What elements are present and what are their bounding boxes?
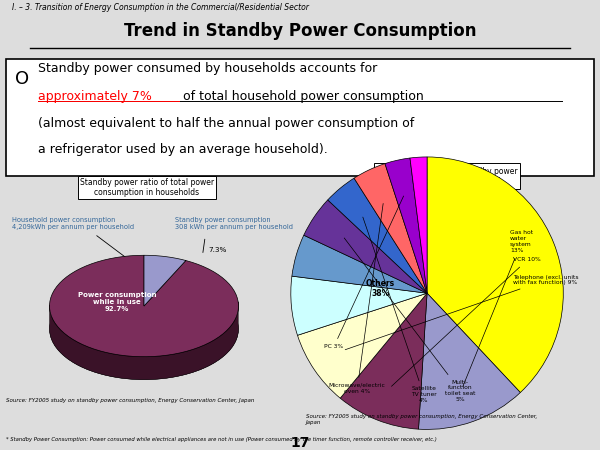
Text: Microwave/electric
oven 4%: Microwave/electric oven 4% xyxy=(329,203,386,394)
Text: a refrigerator used by an average household).: a refrigerator used by an average househ… xyxy=(38,143,328,156)
Text: Source: FY2005 study on standby power consumption, Energy Conservation Center,
J: Source: FY2005 study on standby power co… xyxy=(306,414,537,425)
Text: Multi-
function
toilet seat
5%: Multi- function toilet seat 5% xyxy=(344,238,476,402)
Text: VCR 10%: VCR 10% xyxy=(391,257,541,386)
Text: O: O xyxy=(15,70,29,88)
Wedge shape xyxy=(427,157,563,392)
Text: Telephone (excl. units
with fax function) 9%: Telephone (excl. units with fax function… xyxy=(345,274,579,350)
Text: Standby power consumed by households accounts for: Standby power consumed by households acc… xyxy=(38,62,377,75)
Text: Power consumption
while in use
92.7%: Power consumption while in use 92.7% xyxy=(78,292,156,312)
Polygon shape xyxy=(50,255,238,357)
Text: 17: 17 xyxy=(290,436,310,450)
Text: Standby power ratio of total power
consumption in households: Standby power ratio of total power consu… xyxy=(80,178,214,197)
Text: Cooling/heating air-
conditioners 7%: Cooling/heating air- conditioners 7% xyxy=(0,449,1,450)
Wedge shape xyxy=(304,200,427,293)
Text: * Standby Power Consumption: Power consumed while electrical appliances are not : * Standby Power Consumption: Power consu… xyxy=(6,436,437,441)
Text: Breakdown of annual standby power
consumption per household: Breakdown of annual standby power consum… xyxy=(377,166,517,186)
Ellipse shape xyxy=(49,278,239,380)
Polygon shape xyxy=(50,302,238,380)
Wedge shape xyxy=(292,235,427,293)
Polygon shape xyxy=(144,255,186,306)
Wedge shape xyxy=(340,293,427,429)
Text: of total household power consumption: of total household power consumption xyxy=(179,90,424,103)
Wedge shape xyxy=(328,178,427,293)
Text: Others
38%: Others 38% xyxy=(366,279,395,298)
Text: Gas hot
water
system
13%: Gas hot water system 13% xyxy=(463,230,533,387)
Wedge shape xyxy=(291,276,427,335)
Text: Telephone (extra handset) 2%: Telephone (extra handset) 2% xyxy=(0,449,1,450)
Text: Satellite
TV tuner
4%: Satellite TV tuner 4% xyxy=(363,217,437,403)
Wedge shape xyxy=(354,164,427,293)
Text: I. – 3. Transition of Energy Consumption in the Commercial/Residential Sector: I. – 3. Transition of Energy Consumption… xyxy=(12,3,309,12)
FancyBboxPatch shape xyxy=(6,58,594,176)
Text: Televisions 5%: Televisions 5% xyxy=(0,449,1,450)
Wedge shape xyxy=(298,293,427,398)
Text: Source: FY2005 study on standby power consumption, Energy Conservation Center, J: Source: FY2005 study on standby power co… xyxy=(6,398,254,403)
Text: (almost equivalent to half the annual power consumption of: (almost equivalent to half the annual po… xyxy=(38,117,415,130)
Text: 7.3%: 7.3% xyxy=(209,248,227,253)
Text: approximately 7%: approximately 7% xyxy=(38,90,152,103)
Wedge shape xyxy=(410,157,427,293)
Wedge shape xyxy=(419,293,520,429)
Wedge shape xyxy=(385,158,427,293)
Text: PC 3%: PC 3% xyxy=(325,196,404,349)
Text: Household power consumption
4,209kWh per annum per household: Household power consumption 4,209kWh per… xyxy=(11,217,134,230)
Text: Standby power consumption
308 kWh per annum per household: Standby power consumption 308 kWh per an… xyxy=(175,217,293,230)
Text: Trend in Standby Power Consumption: Trend in Standby Power Consumption xyxy=(124,22,476,40)
